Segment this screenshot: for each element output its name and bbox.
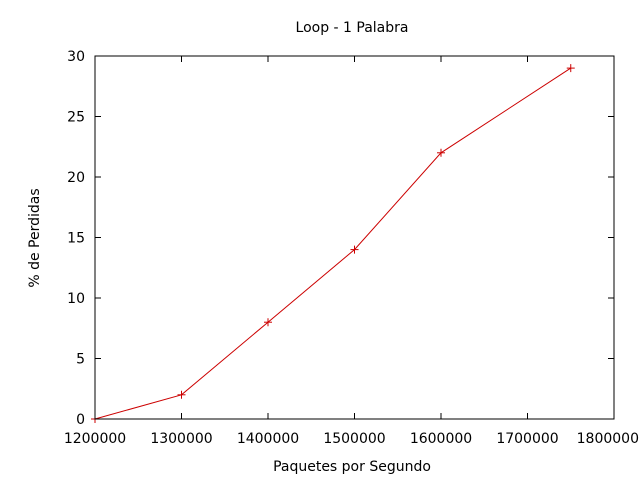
y-tick-label: 10: [67, 291, 85, 307]
series-line: [94, 67, 572, 420]
x-tick-label: 1300000: [150, 431, 212, 447]
data-point-marker: [177, 390, 186, 399]
data-point-marker: [437, 148, 445, 157]
x-tick-label: 1700000: [496, 431, 558, 447]
y-axis-label: % de Perdidas: [27, 188, 43, 287]
y-tick-label: 25: [67, 110, 85, 126]
data-point-marker: [350, 245, 359, 254]
x-tick-label: 1200000: [64, 431, 126, 447]
y-tick-label: 20: [67, 170, 85, 186]
plot-frame: [94, 55, 615, 420]
y-tick-label: 5: [76, 352, 85, 368]
plot-area: [91, 64, 575, 423]
chart-title: Loop - 1 Palabra: [296, 20, 409, 36]
x-tick-label: 1400000: [237, 431, 299, 447]
y-tick-label: 30: [67, 49, 85, 65]
x-axis-label: Paquetes por Segundo: [273, 459, 431, 475]
x-tick-label: 1500000: [323, 431, 385, 447]
y-tick-label: 0: [76, 412, 85, 428]
data-point-marker: [566, 64, 575, 73]
tick-group: 0 5 10 15 20 25 30 1200000 1300000 1400000 1500000…: [64, 49, 639, 447]
data-point-marker: [264, 318, 272, 327]
x-tick-label: 1800000: [577, 431, 639, 447]
y-tick-label: 15: [67, 231, 85, 247]
x-tick-label: 1600000: [410, 431, 472, 447]
